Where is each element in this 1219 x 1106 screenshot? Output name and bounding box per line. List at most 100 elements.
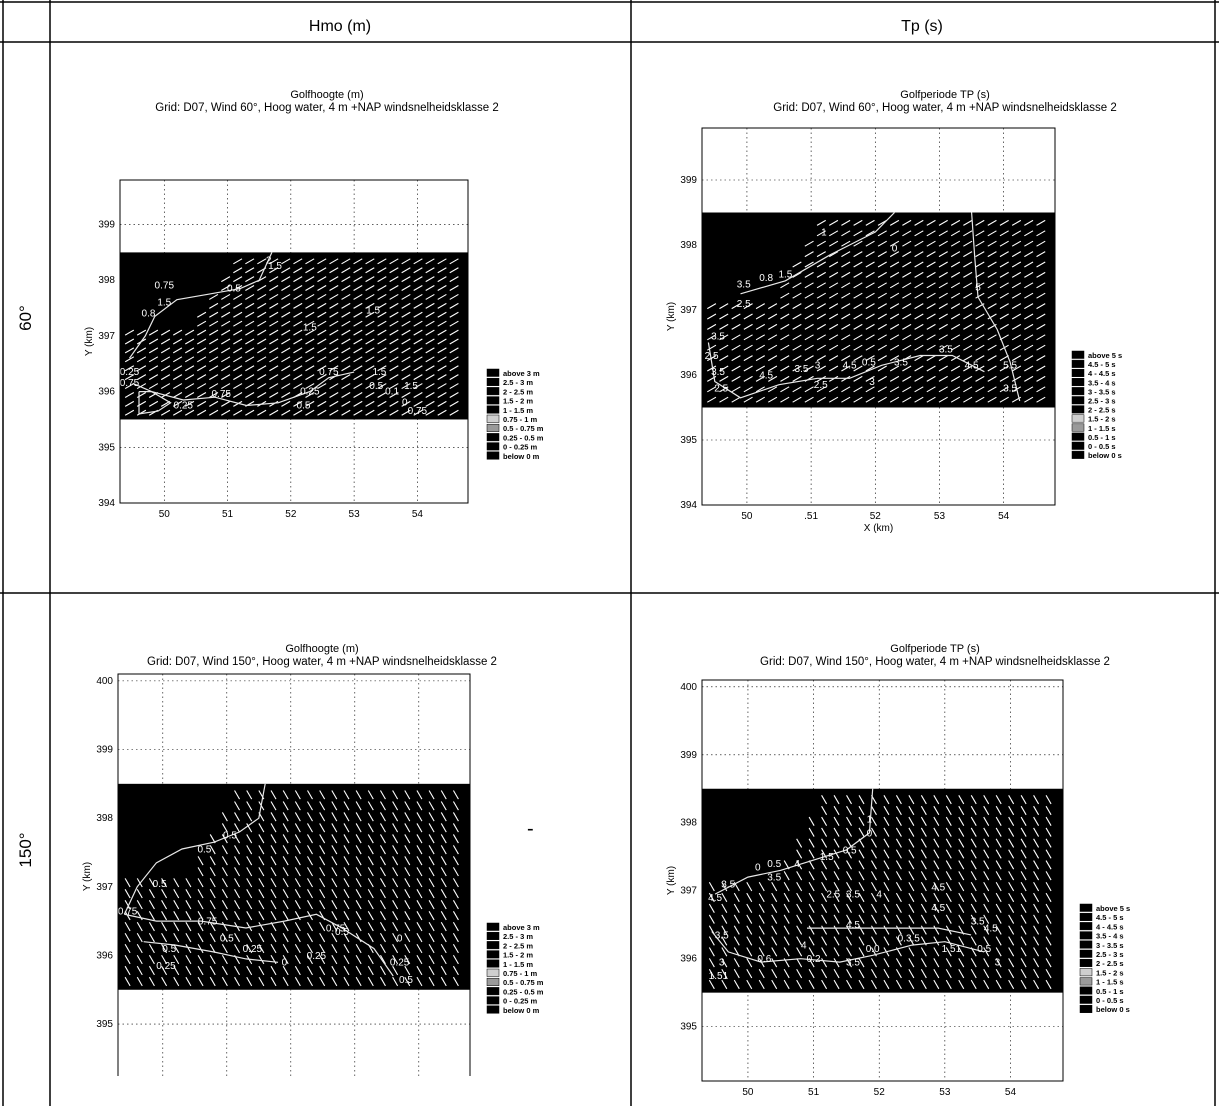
vector-arrow [963,282,973,289]
vector-arrow [258,889,265,899]
vector-arrow [780,292,790,299]
vector-arrow [1045,827,1052,837]
vector-arrow [294,954,301,965]
vector-arrow [389,374,399,381]
vector-arrow [389,365,399,372]
vector-arrow [926,303,936,310]
vector-arrow [246,823,253,833]
vector-arrow [270,812,277,822]
vector-arrow [833,871,840,881]
vector-arrow [341,302,351,309]
vector-arrow [136,374,147,381]
vector-arrow [895,795,902,805]
legend-label: 0.5 - 0.75 m [503,978,544,987]
vector-arrow [1033,827,1040,837]
vector-arrow [958,969,965,979]
vector-arrow [173,932,180,943]
vector-arrow [808,947,815,957]
vector-arrow [933,947,940,957]
vector-arrow [246,878,253,888]
vector-arrow [853,313,863,320]
vector-arrow [425,356,435,363]
vector-arrow [404,900,411,910]
vector-arrow [870,805,877,816]
vector-arrow [865,396,875,403]
contour-label: 0.3.5 [898,934,921,945]
vector-arrow [365,320,375,327]
vector-arrow [758,882,765,892]
vector-arrow [1008,882,1015,892]
vector-arrow [833,979,840,990]
vector-arrow [889,355,900,362]
vector-arrow [401,391,411,398]
vector-arrow [329,329,339,336]
vector-arrow [828,334,839,341]
vector-arrow [970,958,977,968]
vector-arrow [877,355,887,362]
vector-arrow [950,344,961,351]
legend-label: 4.5 - 5 s [1096,913,1124,922]
vector-arrow [780,334,790,341]
vector-arrow [877,292,887,299]
vector-arrow [367,922,374,932]
legend: above 3 m2.5 - 3 m2 - 2.5 m1.5 - 2 m1 - … [486,368,544,461]
vector-arrow [1024,271,1034,278]
legend-swatch [486,442,500,451]
vector-arrow [853,355,863,362]
vector-arrow [858,925,865,935]
vector-arrow [319,900,326,910]
vector-arrow [833,838,840,848]
vector-arrow [343,790,350,800]
vector-arrow [449,267,459,274]
vector-arrow [331,889,338,899]
vector-arrow [172,338,183,345]
vector-arrow [914,230,924,237]
vector-arrow [341,285,351,292]
vector-arrow [281,374,291,381]
contour-label: 2.5 [705,351,719,362]
vector-arrow [293,374,303,381]
y-tick-label: 398 [680,240,697,251]
vector-arrow [999,292,1009,299]
axes-frame [701,127,1056,506]
vector-arrow [846,903,853,913]
legend-swatch [1071,378,1085,387]
vector-arrow [353,338,363,345]
vector-arrow [902,303,912,310]
vector-arrow [783,936,790,946]
vector-arrow [1024,292,1034,299]
vector-arrow [914,219,924,226]
vector-arrow [234,878,241,888]
vector-arrow [305,391,315,398]
vector-arrow [341,329,351,336]
vector-arrow [377,391,387,398]
vector-arrow [841,313,851,320]
vector-arrow [914,386,924,393]
contour-label: 0 [867,828,873,839]
vector-arrow [1033,979,1040,990]
vector-arrow [124,347,135,354]
vector-arrow [719,323,729,330]
vector-arrow [221,834,228,844]
vector-arrow [319,823,326,833]
contour-line [143,941,279,963]
vector-arrow [783,871,790,881]
legend: above 3 m2.5 - 3 m2 - 2.5 m1.5 - 2 m1 - … [486,922,544,1015]
vector-arrow [938,261,948,268]
vector-arrow [821,838,828,848]
vector-arrow [920,849,927,859]
vector-arrow [148,329,159,336]
vector-arrow [281,293,291,300]
vector-arrow [379,834,386,844]
vector-arrow [367,965,374,976]
vector-arrow [920,827,927,837]
vector-arrow [331,943,338,954]
vector-arrow [945,969,952,979]
vector-arrow [392,900,399,910]
vector-arrow [221,356,231,363]
y-tick-label: 397 [680,886,697,897]
contour-label: 2.5 [737,299,751,310]
vector-arrow [221,878,228,888]
vector-arrow [1045,979,1052,990]
vector-arrow [317,356,327,363]
